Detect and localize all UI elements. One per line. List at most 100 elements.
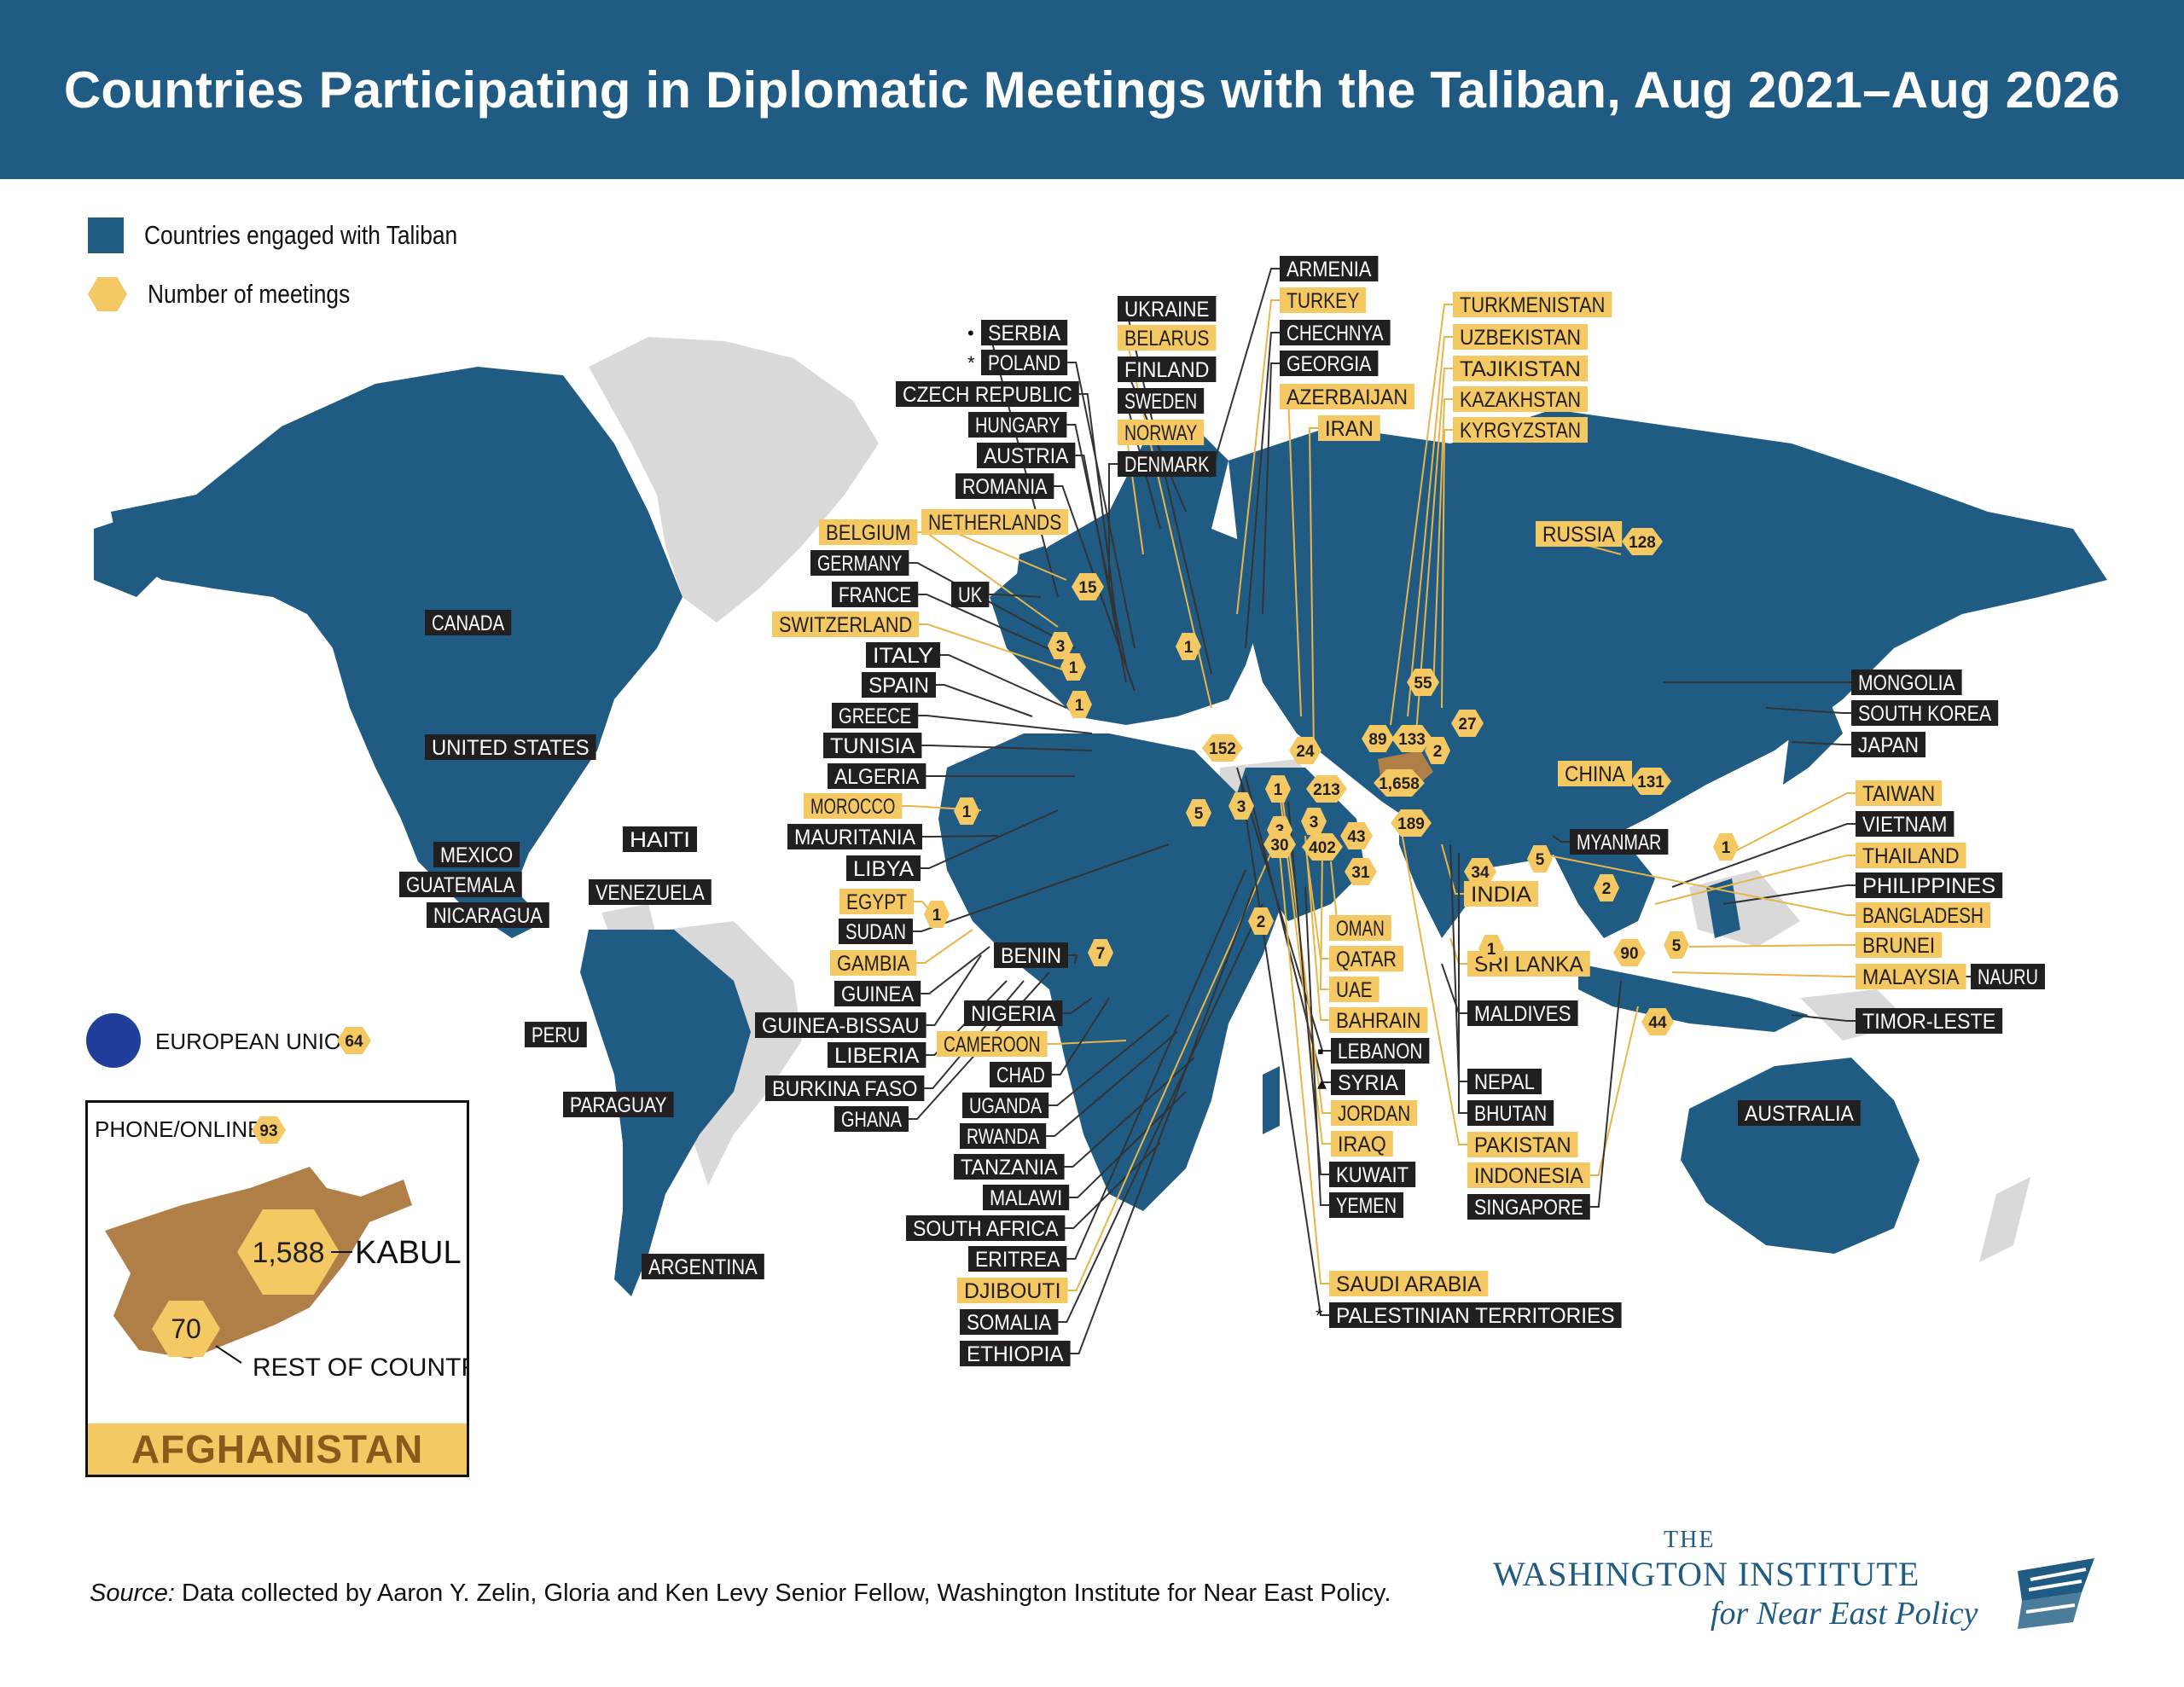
nz-gray	[1979, 1177, 2030, 1262]
meeting-count-marker: 1	[1265, 775, 1291, 803]
country-label-gambia: GAMBIA	[830, 950, 917, 976]
label-box	[1118, 451, 1217, 477]
meeting-hexagon	[1302, 833, 1343, 861]
country-label-taiwan: TAIWAN	[1856, 780, 1943, 806]
meeting-hexagon	[1088, 939, 1113, 966]
country-label-france: FRANCE	[832, 582, 919, 607]
leader-line	[936, 684, 1033, 717]
label-text: GHANA	[841, 1108, 902, 1132]
leader-line	[1065, 1142, 1161, 1229]
meeting-count-marker: 1	[1060, 653, 1086, 681]
meeting-count-marker: 2	[1425, 737, 1450, 764]
country-label-tajikistan: TAJIKISTAN	[1453, 356, 1588, 381]
label-text: TUNISIA	[830, 734, 915, 758]
meeting-count-marker: 5	[1186, 799, 1211, 826]
leader-line	[1654, 855, 1856, 905]
meeting-count-marker: 1	[954, 797, 979, 825]
label-box	[832, 703, 919, 728]
label-text: NEPAL	[1474, 1070, 1535, 1094]
leader-line	[1407, 336, 1453, 717]
meeting-count-marker: 402	[1302, 833, 1343, 861]
label-text: UKRAINE	[1124, 298, 1209, 322]
world-map: ARMENIA TURKEY CHECHNYA GEORGIA AZERBAIJAN IR…	[86, 256, 2107, 1366]
leader-line	[1047, 1040, 1127, 1045]
label-box	[1856, 811, 1955, 837]
label-box	[1738, 1100, 1861, 1126]
label-box	[937, 1031, 1048, 1057]
country-label-serbia: SERBIA •	[967, 320, 1068, 345]
leader-line	[1535, 852, 1856, 916]
label-box	[839, 889, 914, 914]
meeting-count-marker: 3	[1228, 792, 1254, 820]
country-label-kuwait: KUWAIT	[1329, 1162, 1416, 1187]
country-label-thailand: THAILAND	[1856, 843, 1966, 868]
meeting-count-marker: 89	[1362, 725, 1394, 752]
label-text: SOUTH KOREA	[1858, 702, 1991, 726]
meeting-count-marker: 90	[1613, 939, 1646, 966]
country-label-saudi-arabia: SAUDI ARABIA	[1329, 1271, 1489, 1296]
label-box	[1329, 1192, 1403, 1218]
country-label-kazakhstan: KAZAKHSTAN	[1453, 386, 1588, 412]
label-box	[1331, 1131, 1393, 1157]
leader-line	[1390, 304, 1453, 726]
country-label-liberia: LIBERIA	[828, 1042, 926, 1068]
label-text: EGYPT	[846, 890, 907, 914]
label-box	[981, 350, 1068, 375]
meeting-count: 55	[1414, 675, 1432, 693]
label-text: UGANDA	[969, 1094, 1042, 1118]
country-label-uzbekistan: UZBEKISTAN	[1453, 324, 1588, 350]
leader-line	[921, 946, 990, 994]
label-box	[832, 582, 919, 607]
leader-line	[918, 594, 1067, 658]
label-text: LIBYA	[853, 857, 914, 881]
label-box	[839, 919, 913, 944]
label-box	[1856, 843, 1966, 868]
label-box	[433, 842, 520, 867]
asia-shape	[1228, 409, 2107, 870]
country-label-tanzania: TANZANIA	[954, 1154, 1065, 1180]
label-text: MALAYSIA	[1862, 965, 1960, 989]
country-label-ghana: GHANA	[834, 1106, 909, 1132]
country-label-nigeria: NIGERIA	[964, 1000, 1063, 1026]
country-label-netherlands: NETHERLANDS	[921, 509, 1069, 535]
label-box	[834, 981, 921, 1006]
label-text: ALGERIA	[834, 765, 920, 789]
meeting-hexagon	[1391, 725, 1432, 752]
label-box	[804, 793, 903, 819]
country-label-bahrain: BAHRAIN	[1329, 1007, 1428, 1033]
label-text: PAKISTAN	[1474, 1133, 1571, 1157]
meeting-count-marker: 31	[1345, 858, 1377, 885]
label-box	[1329, 915, 1391, 941]
label-text: ROMANIA	[962, 475, 1048, 499]
label-box	[1558, 761, 1632, 786]
country-label-austria: AUSTRIA	[977, 443, 1076, 468]
label-text: GUINEA-BISSAU	[762, 1014, 920, 1038]
leader-line	[1441, 844, 1464, 895]
meeting-count-marker: 3	[1048, 632, 1073, 659]
label-box	[1318, 415, 1380, 441]
madagascar-shape	[1263, 1066, 1280, 1134]
australia-shape	[1681, 1058, 1920, 1254]
label-text: FRANCE	[839, 583, 911, 607]
label-box	[983, 1185, 1070, 1210]
meeting-count: 131	[1637, 774, 1664, 791]
meeting-count: 5	[1672, 937, 1682, 955]
japan-shape	[1783, 691, 1843, 785]
country-label-malawi: MALAWI	[983, 1185, 1070, 1210]
label-marker: •	[967, 322, 974, 344]
label-text: GAMBIA	[837, 952, 909, 976]
meeting-count: 1	[1069, 659, 1078, 677]
legend-meetings: Number of meetings	[88, 277, 386, 311]
country-label-palestinian-territories: PALESTINIAN TERRITORIES *	[1316, 1302, 1622, 1328]
label-text: UZBEKISTAN	[1460, 326, 1581, 350]
meeting-count: 44	[1648, 1014, 1667, 1032]
meeting-count-marker: 1	[1176, 633, 1201, 660]
leader-line	[1048, 1014, 1170, 1106]
kabul-count: 1,588	[252, 1237, 324, 1269]
meeting-count-marker: 1	[1066, 691, 1092, 718]
country-label-germany: GERMANY	[810, 550, 909, 576]
leader-line	[1432, 398, 1453, 692]
label-box	[1856, 964, 1966, 989]
country-label-yemen: YEMEN	[1329, 1192, 1403, 1218]
label-box	[642, 1254, 764, 1279]
